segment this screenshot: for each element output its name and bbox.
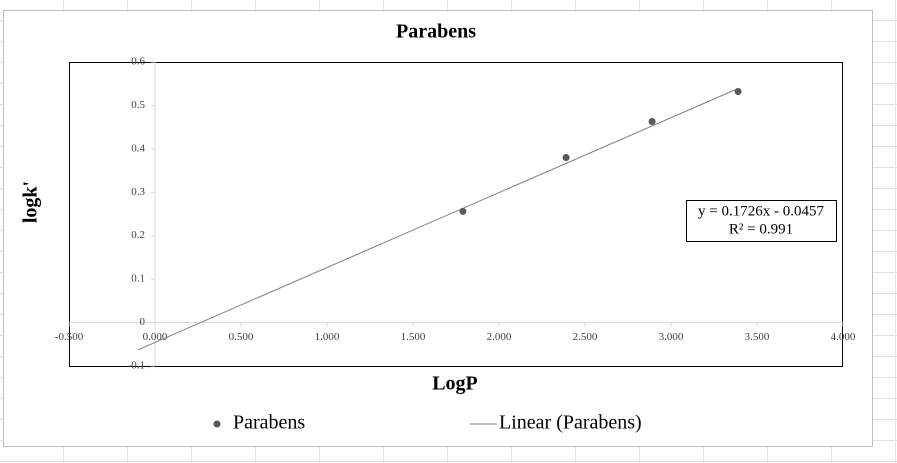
x-axis-title: LogP [432,373,478,395]
x-tick-label: 2.000 [487,331,512,343]
y-tick-label: 0 [140,316,146,328]
trendline-equation: y = 0.1726x - 0.0457 [698,203,824,219]
chart-title: Parabens [396,21,476,43]
y-tick-label: 0.6 [131,56,145,68]
trendline [137,88,739,351]
x-tick-label: 3.500 [745,331,770,343]
data-point [562,154,570,162]
y-tick-label: 0.4 [131,142,145,154]
x-tick-label: 2.500 [573,331,598,343]
legend-swatch [213,420,221,428]
r-squared: R² = 0.991 [729,221,793,237]
data-point [459,207,467,215]
x-tick-label: 4.000 [831,331,856,343]
y-tick-label: 0.2 [131,229,145,241]
y-tick-label: 0.3 [131,186,145,198]
x-tick-label: 1.500 [401,331,426,343]
y-tick-label: 0.5 [131,99,145,111]
y-tick-label: -0.1 [128,360,145,372]
x-tick-label: 0.500 [229,331,254,343]
y-axis-title: logk' [20,181,42,223]
x-tick-label: -0.500 [55,331,84,343]
data-point [648,117,656,125]
data-point [734,88,742,96]
x-tick-label: 3.000 [659,331,684,343]
y-tick-label: 0.1 [131,273,145,285]
x-tick-label: 1.000 [315,331,340,343]
legend-label: Linear (Parabens) [499,412,642,434]
x-tick-label: 0.000 [143,331,168,343]
equation-box [686,200,837,242]
legend-label: Parabens [233,412,305,434]
